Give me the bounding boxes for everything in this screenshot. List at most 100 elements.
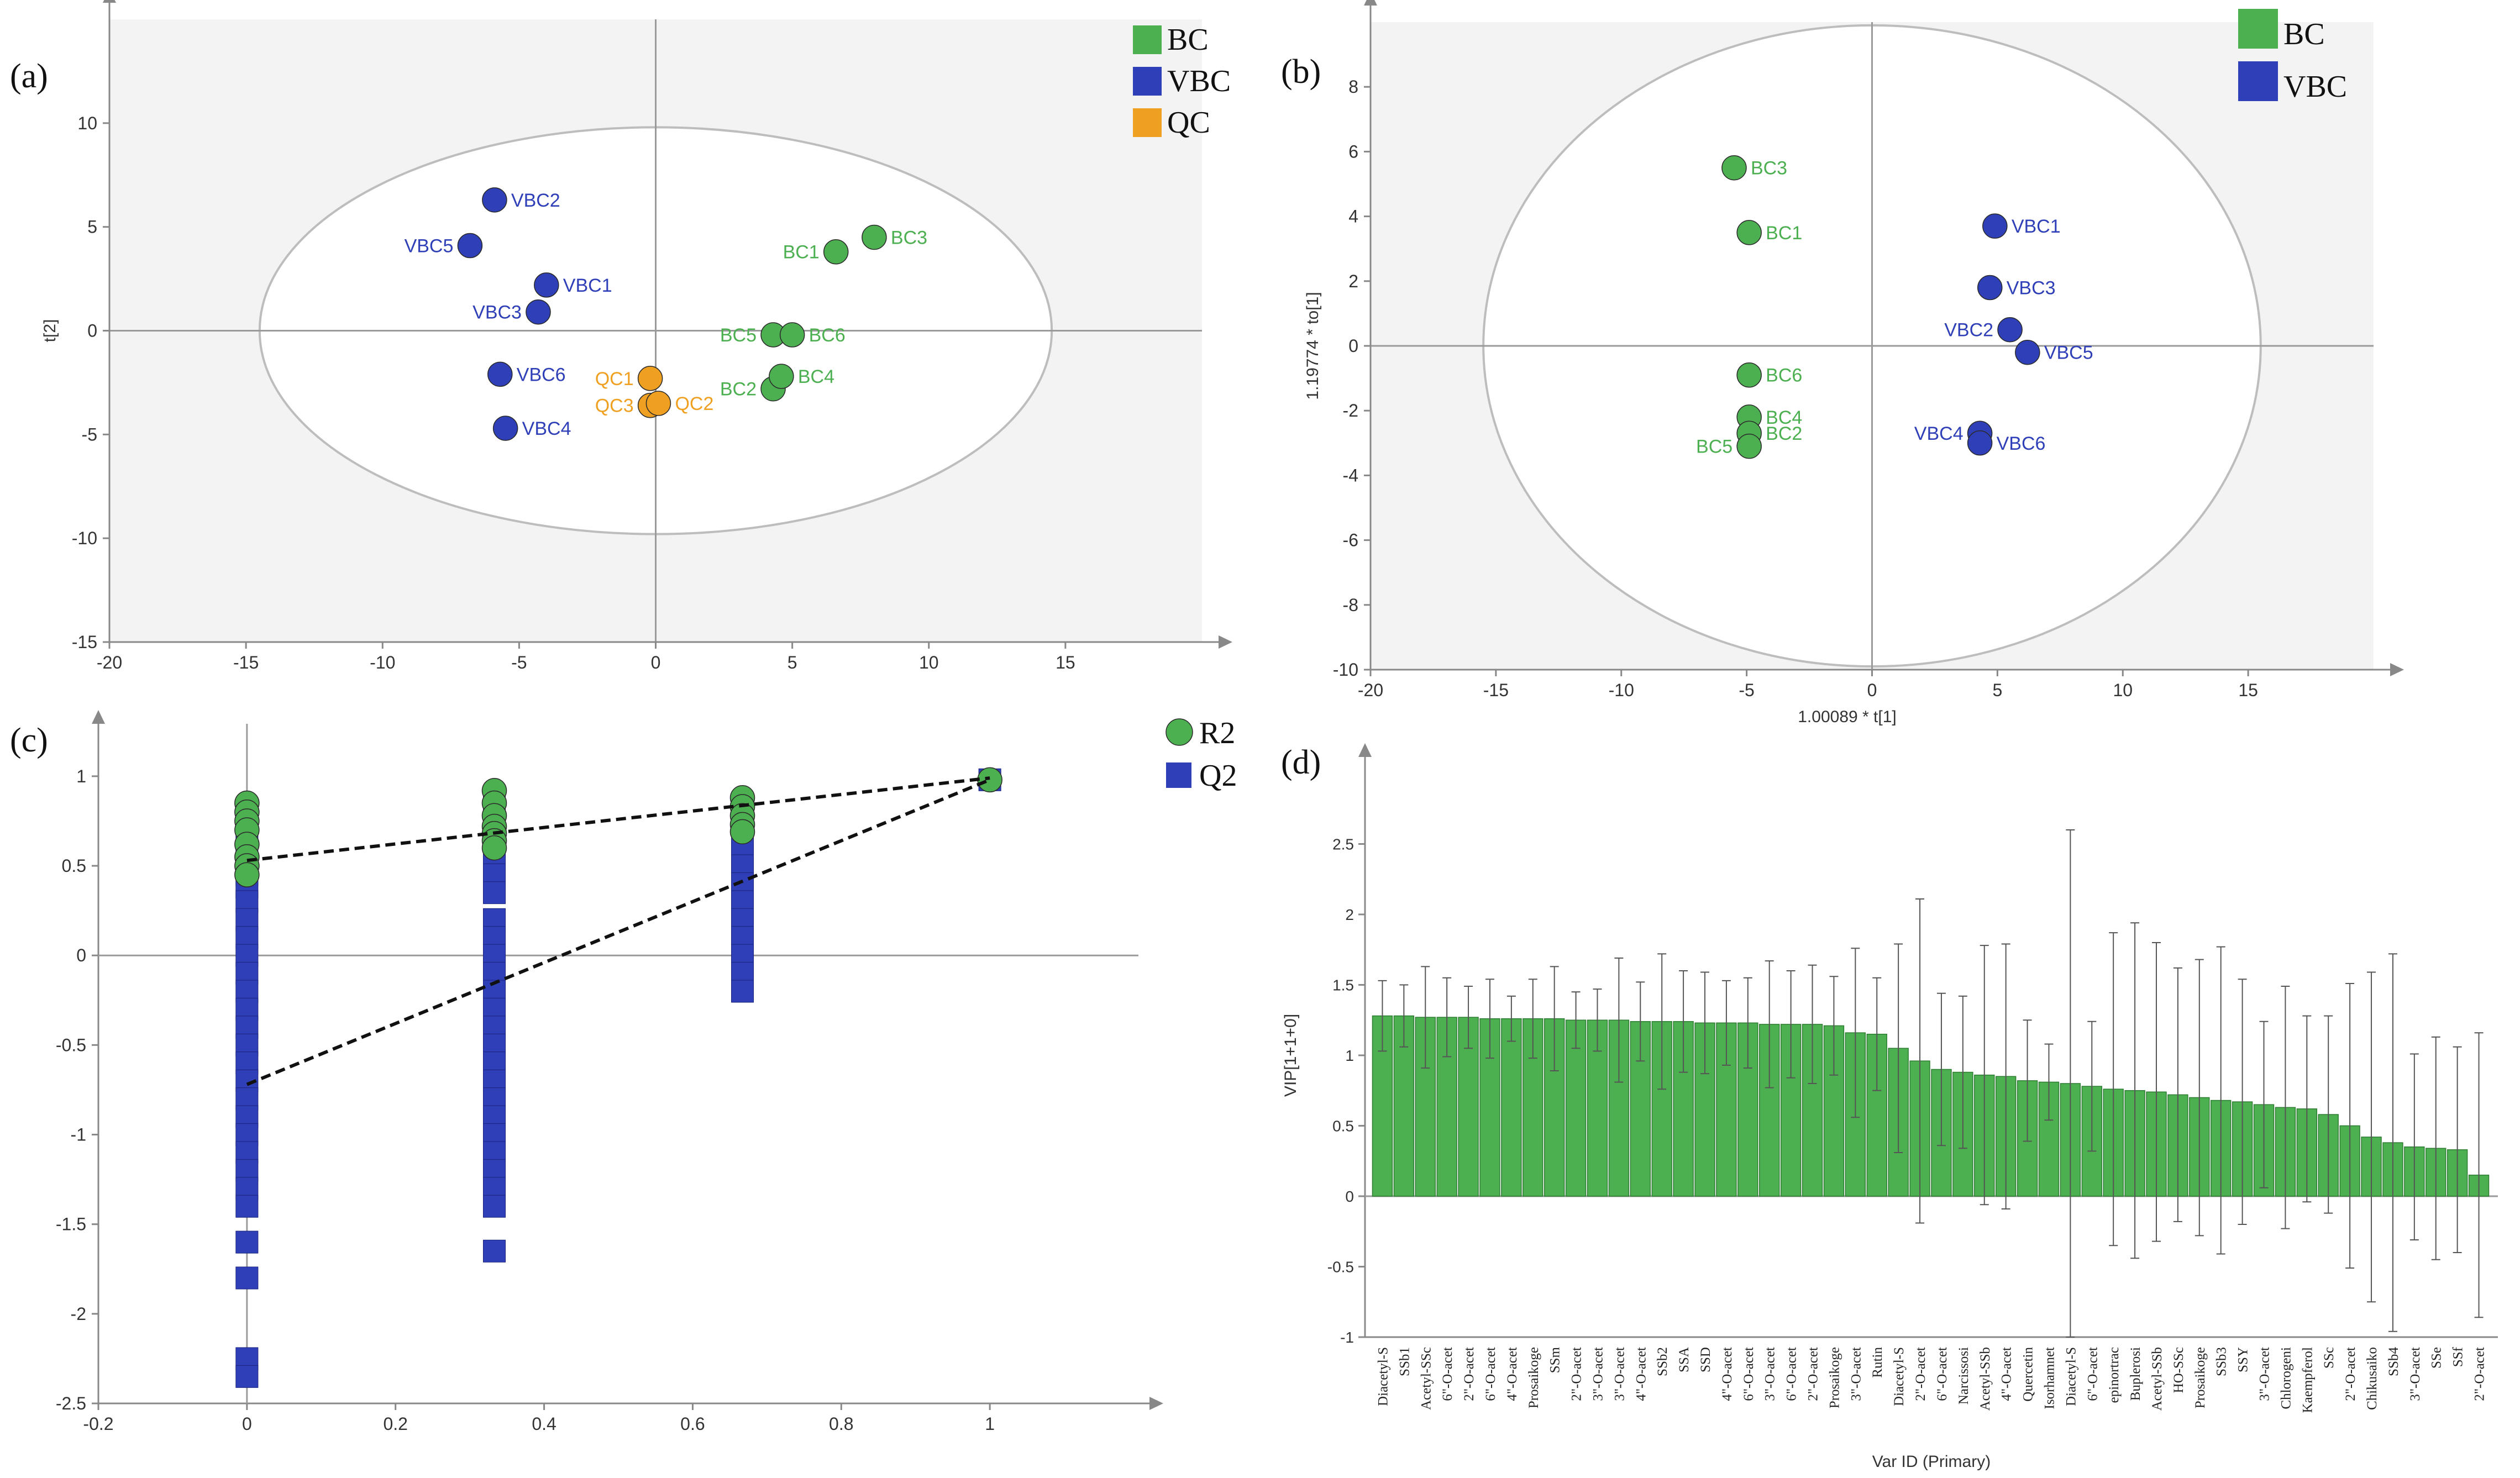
category-label-35: Buplerosi: [2128, 1347, 2143, 1401]
x-tick-label: 10: [919, 653, 939, 672]
category-label-23: Rutin: [1870, 1347, 1885, 1378]
point-bc5: [1736, 433, 1762, 459]
y-tick-label: 6: [1348, 141, 1358, 161]
category-label-40: SSY: [2236, 1347, 2251, 1372]
legend-swatch-vbc: [1133, 67, 1162, 96]
x-axis-title: 1.00089 * t[1]: [1798, 708, 1896, 726]
y-tick-label: 1: [1345, 1047, 1354, 1064]
y-tick-label: 0: [76, 945, 86, 965]
legend-label-qc: QC: [1167, 106, 1210, 140]
legend-swatch-vbc: [2238, 61, 2278, 101]
category-label-15: SSD: [1698, 1347, 1713, 1372]
category-label-5: 6"-O-acet: [1483, 1347, 1498, 1401]
category-label-49: SSe: [2429, 1347, 2444, 1369]
point-label-bc1: BC1: [1766, 223, 1802, 244]
category-label-11: 3"-O-acet: [1612, 1347, 1627, 1401]
category-label-42: Chlorogeni: [2278, 1347, 2293, 1409]
panel-b-opls-score-plot: -20 -15 -10 -5 0 5 10 15-10-8-6-4-2024681.19774…: [1304, 0, 2404, 726]
y-tick-label: 2: [1348, 271, 1358, 291]
point-vbc5: [457, 233, 483, 259]
y-tick-label: -2: [71, 1304, 86, 1324]
point-label-vbc5: VBC5: [405, 235, 454, 256]
point-label-vbc3: VBC3: [2007, 278, 2056, 299]
category-label-36: Acetyl-SSb: [2150, 1347, 2165, 1411]
y-tick-label: -4: [1343, 465, 1358, 485]
point-vbc2: [1997, 317, 2023, 343]
category-label-2: Acetyl-SSc: [1419, 1347, 1434, 1410]
q2-point: [483, 1195, 506, 1218]
point-vbc2: [482, 187, 507, 213]
point-label-bc1: BC1: [783, 242, 820, 263]
category-label-32: Diacetyl-S: [2064, 1347, 2078, 1406]
legend-label-vbc: VBC: [1167, 64, 1231, 98]
panel-a-score-plot: -20 -15 -10 -5 0 5 10 15-15-10-50510t[2]VBC2VBC…: [41, 0, 1232, 672]
x-tick-label: -5: [1739, 680, 1754, 700]
x-tick-label: -15: [1483, 680, 1509, 700]
category-label-28: Acetyl-SSb: [1978, 1347, 1993, 1411]
category-label-3: 6"-O-acet: [1440, 1347, 1455, 1401]
y-tick-label: -1: [1340, 1329, 1354, 1346]
category-label-33: 6"-O-acet: [2085, 1347, 2100, 1401]
y-axis-arrow: [92, 710, 105, 724]
y-tick-label: 0: [1348, 336, 1358, 356]
y-axis-arrow: [103, 0, 116, 3]
q2-point: [235, 1230, 259, 1254]
point-vbc4: [492, 415, 518, 441]
point-vbc5: [2015, 339, 2040, 365]
point-bc1: [1736, 220, 1762, 245]
category-label-26: 6"-O-acet: [1935, 1347, 1950, 1401]
panel-c-permutation-plot: -0.2 0 0.2 0.4 0.6 0.8 1 -2.5 -2 -1.5 -1 -0.5 0 0.5 1 R…: [56, 710, 1237, 1434]
point-label-vbc5: VBC5: [2044, 343, 2093, 364]
category-label-24: Diacetyl-S: [1892, 1347, 1907, 1406]
point-vbc6: [487, 361, 513, 387]
x-tick-label: -0.2: [83, 1414, 113, 1434]
y-tick-label: -0.5: [1327, 1259, 1354, 1276]
category-label-37: HO-SSc: [2171, 1347, 2186, 1393]
y-tick-label: -10: [1333, 660, 1358, 680]
x-tick-label: 1: [985, 1414, 995, 1434]
r2-point: [481, 835, 507, 861]
point-vbc1: [1982, 213, 2008, 239]
x-tick-label: 0: [651, 653, 661, 672]
y-tick-label: -15: [72, 632, 97, 652]
x-tick-label: 5: [788, 653, 797, 672]
y-axis-title: 1.19774 * to[1]: [1304, 292, 1322, 399]
category-label-20: 2"-O-acet: [1806, 1347, 1821, 1401]
point-bc6: [779, 322, 805, 348]
x-tick-label: -20: [1358, 680, 1383, 700]
category-label-46: Chikusaiko: [2365, 1347, 2380, 1410]
x-tick-label: 0.4: [532, 1414, 556, 1434]
y-tick-label: 10: [77, 113, 97, 133]
x-tick-label: 5: [1992, 680, 2002, 700]
y-tick-label: -8: [1343, 595, 1358, 615]
legend-swatch-qc: [1133, 108, 1162, 137]
category-label-39: SSb3: [2214, 1347, 2229, 1376]
y-tick-label: 4: [1348, 207, 1358, 227]
point-label-bc3: BC3: [891, 227, 927, 248]
panel-label-b: (b): [1281, 53, 1321, 91]
category-label-12: 4"-O-acet: [1634, 1347, 1649, 1401]
legend-symbol-r2: [1166, 718, 1193, 746]
category-label-13: SSb2: [1655, 1347, 1670, 1376]
category-label-6: 4"-O-acet: [1505, 1347, 1520, 1401]
category-label-27: Narcissosi: [1956, 1347, 1971, 1405]
y-tick-label: 2: [1345, 906, 1354, 923]
y-axis-arrow: [1364, 0, 1377, 6]
legend-label-q2: Q2: [1199, 759, 1237, 793]
legend-symbol-q2: [1166, 762, 1191, 788]
category-label-4: 2"-O-acet: [1462, 1347, 1477, 1401]
panel-label-a: (a): [10, 57, 48, 95]
point-label-vbc4: VBC4: [522, 418, 571, 439]
r2-point: [729, 819, 755, 845]
point-label-vbc6: VBC6: [517, 364, 566, 385]
category-label-50: SSf: [2451, 1346, 2466, 1367]
y-axis-arrow: [1358, 743, 1372, 757]
panel-label-d: (d): [1281, 744, 1321, 781]
q2-point: [235, 1365, 259, 1388]
point-bc6: [1736, 362, 1762, 388]
q2-point: [731, 980, 754, 1003]
point-label-vbc4: VBC4: [1914, 423, 1964, 444]
point-label-bc5: BC5: [1696, 436, 1733, 457]
category-label-19: 6"-O-acet: [1784, 1347, 1799, 1401]
